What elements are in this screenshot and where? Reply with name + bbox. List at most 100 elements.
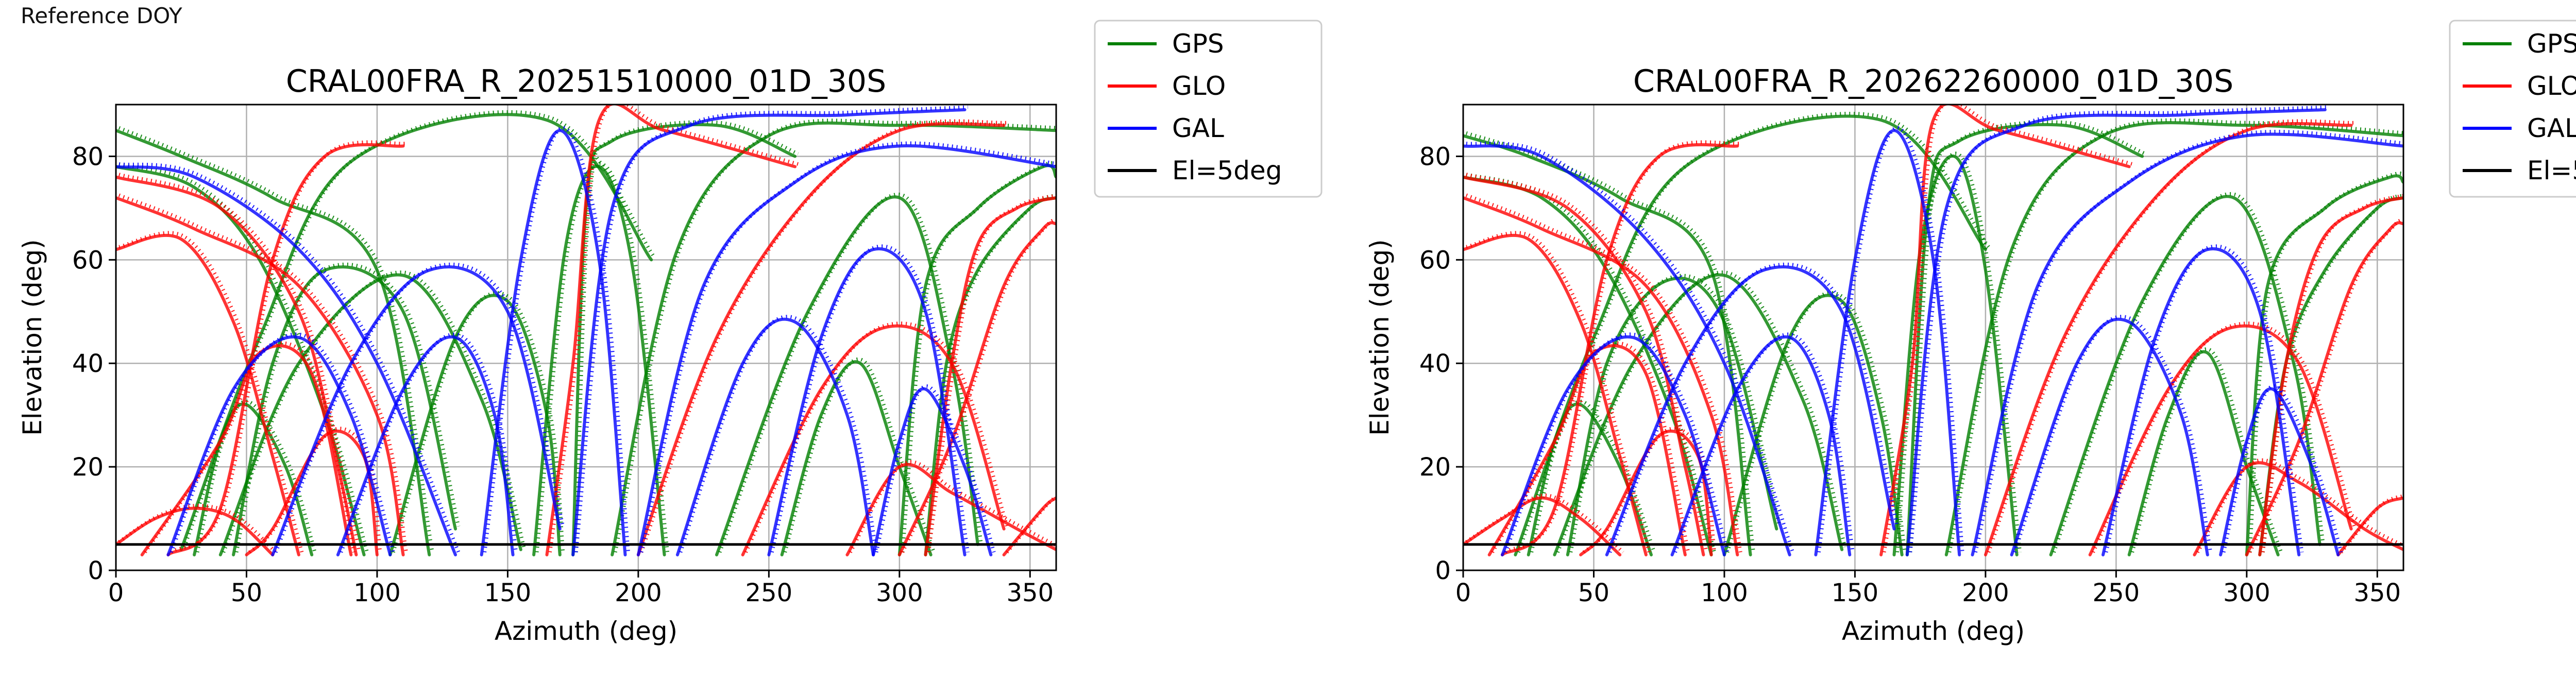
legend-label: GLO: [2527, 71, 2576, 101]
arc-trace-glo: [1490, 341, 1690, 553]
legend: GPS GLO GAL El=5deg: [2449, 20, 2576, 198]
arc-gps: [218, 273, 522, 556]
arc-gps: [1463, 134, 1752, 556]
series-gal: [1463, 105, 2403, 556]
arc-gps: [116, 129, 431, 556]
arc-trace-gal: [2013, 315, 2213, 553]
arc-trace-glo: [744, 321, 1009, 553]
arc-gps: [1944, 121, 2403, 556]
x-tick-label: 350: [1006, 579, 1054, 607]
arc-trace-glo: [2261, 194, 2403, 553]
arc-gal: [271, 265, 562, 556]
arc-trace-glo: [849, 460, 1056, 553]
y-tick-label: 80: [1419, 142, 1451, 171]
arc-glo: [1984, 122, 2353, 556]
x-tick-label: 250: [2093, 579, 2140, 607]
arc-trace-glo: [2091, 321, 2356, 553]
arc-trace-gps: [182, 110, 656, 548]
arc-gps: [116, 165, 366, 556]
arc-trace-gps: [1517, 111, 1990, 553]
x-tick-label: 350: [2353, 579, 2401, 607]
arc-gal: [1905, 108, 2327, 556]
arc-trace-gal: [639, 141, 1056, 553]
arc-trace-glo: [1465, 493, 1624, 554]
arc-glo: [2258, 196, 2403, 556]
legend-box: [1094, 20, 1323, 198]
arc-trace-glo: [548, 105, 799, 553]
arc-gps: [2127, 350, 2280, 556]
arc-gps: [1566, 277, 1778, 556]
y-tick-label: 40: [1419, 349, 1451, 378]
arc-glo: [741, 324, 1006, 556]
arc-glo: [116, 196, 405, 556]
arc-gps: [611, 121, 1056, 556]
legend: GPS GLO GAL El=5deg: [1094, 20, 1323, 198]
arc-trace-gps: [2261, 194, 2403, 553]
arc-trace-glo: [2196, 458, 2403, 553]
arc-glo: [116, 233, 300, 556]
y-tick-label: 60: [1419, 246, 1451, 275]
arc-trace-glo: [1466, 173, 1708, 553]
arc-trace-gps: [613, 118, 1056, 553]
legend-box: [2449, 20, 2576, 198]
x-tick-label: 50: [231, 579, 262, 607]
y-axis-label: Elevation (deg): [1365, 239, 1395, 435]
arc-glo: [2193, 461, 2403, 556]
arc-trace-gps: [118, 126, 434, 553]
chart-title: CRAL00FRA_R_20262260000_01D_30S: [1633, 63, 2233, 99]
arc-trace-gps: [1569, 274, 1782, 553]
axes-frame: [115, 104, 1057, 571]
arc-gps: [1553, 273, 1844, 556]
arc-gps: [2258, 196, 2403, 556]
arc-gps: [388, 294, 562, 556]
arc-trace-gps: [391, 291, 565, 553]
plot-area: [116, 105, 1056, 556]
x-tick-label: 50: [1578, 579, 1609, 607]
legend-label: GPS: [2527, 29, 2576, 59]
arc-trace-gps: [1908, 120, 2146, 553]
chart-panel-2: 0 50 100 150 200 250 300 350 0 20 40 60 80 CRAL00FRA_…: [1365, 20, 2576, 646]
arc-glo: [1463, 175, 1705, 556]
arc-gal: [1605, 265, 1896, 556]
plot-area: [1463, 105, 2403, 556]
x-tick-label: 300: [2223, 579, 2270, 607]
arc-trace-gal: [339, 332, 518, 553]
arc-trace-glo: [118, 173, 361, 553]
legend-label: El=5deg: [2527, 156, 2576, 185]
arc-glo: [545, 105, 797, 556]
arc-gal: [1814, 129, 1961, 556]
arc-trace-gal: [679, 315, 878, 553]
arc-gps: [532, 164, 666, 556]
series-gps: [116, 110, 1056, 556]
series-glo: [1463, 105, 2403, 556]
y-tick-label: 0: [88, 556, 104, 585]
arc-glo: [166, 143, 405, 556]
arc-trace-gps: [1725, 291, 1907, 553]
arc-trace-gal: [2222, 384, 2343, 553]
arc-trace-gps: [1556, 270, 1847, 553]
x-tick-label: 200: [1962, 579, 2009, 607]
arc-trace-gal: [1608, 262, 1899, 553]
arc-glo: [1579, 429, 1713, 556]
series-gal: [116, 105, 1056, 556]
x-tick-label: 150: [484, 579, 532, 607]
chart-panel-1: 0 50 100 150 200 250 300 350 0 20 40 60 80 CRAL00FRA_…: [18, 20, 1323, 646]
y-tick-label: 0: [1435, 556, 1451, 585]
legend-label: GLO: [1172, 71, 1226, 101]
arc-gal: [116, 165, 457, 556]
arc-gal: [166, 335, 392, 556]
arc-gal: [1670, 335, 1852, 556]
x-tick-label: 250: [745, 579, 793, 607]
legend-label: GPS: [1172, 29, 1224, 59]
arc-gal: [1971, 132, 2403, 556]
arc-gal: [1463, 144, 1791, 556]
x-axis-label: Azimuth (deg): [495, 616, 677, 646]
x-tick-label: 300: [876, 579, 923, 607]
y-tick-label: 60: [72, 246, 104, 275]
x-tick-label: 0: [108, 579, 124, 607]
arc-gps: [2245, 174, 2403, 556]
x-tick-label: 100: [1701, 579, 1748, 607]
arc-glo: [1463, 196, 1739, 556]
arc-gps: [232, 265, 457, 556]
arc-trace-gps: [535, 162, 670, 553]
